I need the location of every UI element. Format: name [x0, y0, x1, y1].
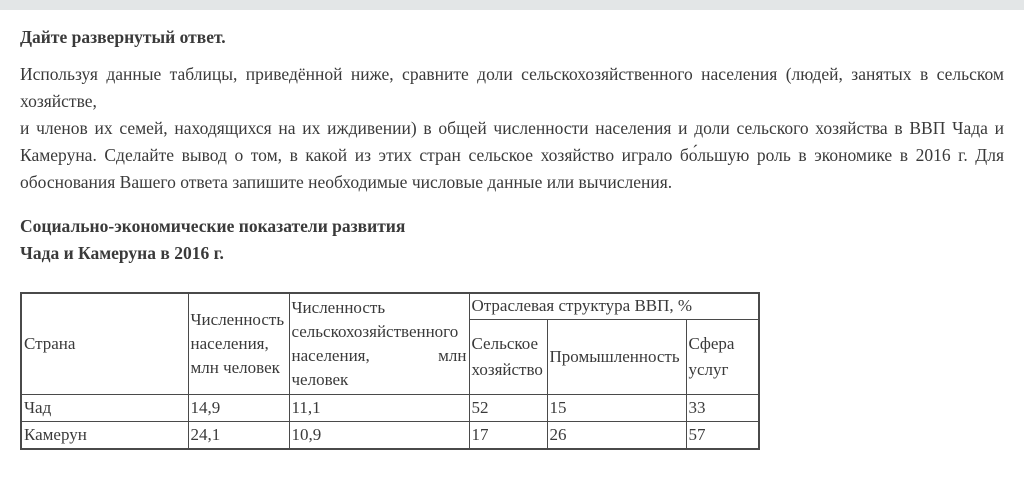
question-line-2: хозяйстве, — [20, 91, 97, 111]
col-header-agri-population-line: населения, млн — [292, 344, 467, 368]
col-header-services: Сфера услуг — [685, 318, 760, 395]
cell-population: 14,9 — [187, 393, 290, 422]
col-header-population-line: Численность — [190, 309, 285, 329]
col-header-industry-line: Промышленность — [549, 346, 680, 366]
col-header-country: Страна — [20, 292, 189, 395]
indicators-table: Страна Численность населения, млн челове… — [20, 292, 761, 450]
col-header-agriculture-line: хозяйство — [471, 359, 543, 379]
question-text: Используя данные таблицы, приведённой ни… — [20, 61, 1004, 196]
col-header-agriculture: Сельское хозяйство — [468, 318, 548, 395]
table-caption: Социально-экономические показатели разви… — [20, 213, 1004, 267]
table-caption-line-2: Чада и Камеруна в 2016 г. — [20, 243, 224, 263]
question-line-1: Используя данные таблицы, приведённой ни… — [20, 64, 1004, 84]
col-header-services-line: услуг — [688, 359, 729, 379]
col-header-agri-population: Численность сельскохозяйственного населе… — [288, 292, 470, 395]
cell-agri-population: 10,9 — [288, 420, 470, 450]
question-line-3: и членов их семей, находящихся на их ижд… — [20, 118, 1004, 138]
col-header-population: Численность населения, млн человек — [187, 292, 290, 395]
col-header-industry: Промышленность — [546, 318, 687, 395]
cell-services: 33 — [685, 393, 760, 422]
question-line-4: Камеруна. Сделайте вывод о том, в какой … — [20, 145, 1004, 165]
col-header-agri-population-line: человек — [291, 369, 349, 389]
table-row: Чад 14,9 11,1 52 15 33 — [20, 393, 760, 422]
page-title: Дайте развернутый ответ. — [20, 27, 226, 47]
question-line-5: обоснования Вашего ответа запишите необх… — [20, 172, 673, 192]
cell-agriculture: 52 — [468, 393, 548, 422]
cell-industry: 26 — [546, 420, 687, 450]
cell-country: Чад — [20, 393, 189, 422]
col-header-population-line: населения, — [190, 333, 269, 353]
col-header-population-line: млн человек — [190, 357, 280, 377]
table-row: Камерун 24,1 10,9 17 26 57 — [20, 420, 760, 450]
cell-agriculture: 17 — [468, 420, 548, 450]
cell-country: Камерун — [20, 420, 189, 450]
col-header-gdp-structure-group: Отраслевая структура ВВП, % — [468, 292, 760, 320]
col-header-agriculture-line: Сельское — [471, 333, 539, 353]
col-header-agri-population-word: млн — [438, 345, 467, 365]
document-body: Дайте развернутый ответ. Используя данны… — [0, 24, 1024, 450]
top-strip — [0, 0, 1024, 10]
cell-services: 57 — [685, 420, 760, 450]
col-header-agri-population-line: Численность — [291, 297, 386, 317]
cell-industry: 15 — [546, 393, 687, 422]
col-header-services-line: Сфера — [688, 333, 735, 353]
table-caption-line-1: Социально-экономические показатели разви… — [20, 216, 406, 236]
col-header-agri-population-line: сельскохозяйственного — [291, 321, 459, 341]
cell-agri-population: 11,1 — [288, 393, 470, 422]
col-header-agri-population-word: населения, — [291, 345, 370, 365]
cell-population: 24,1 — [187, 420, 290, 450]
